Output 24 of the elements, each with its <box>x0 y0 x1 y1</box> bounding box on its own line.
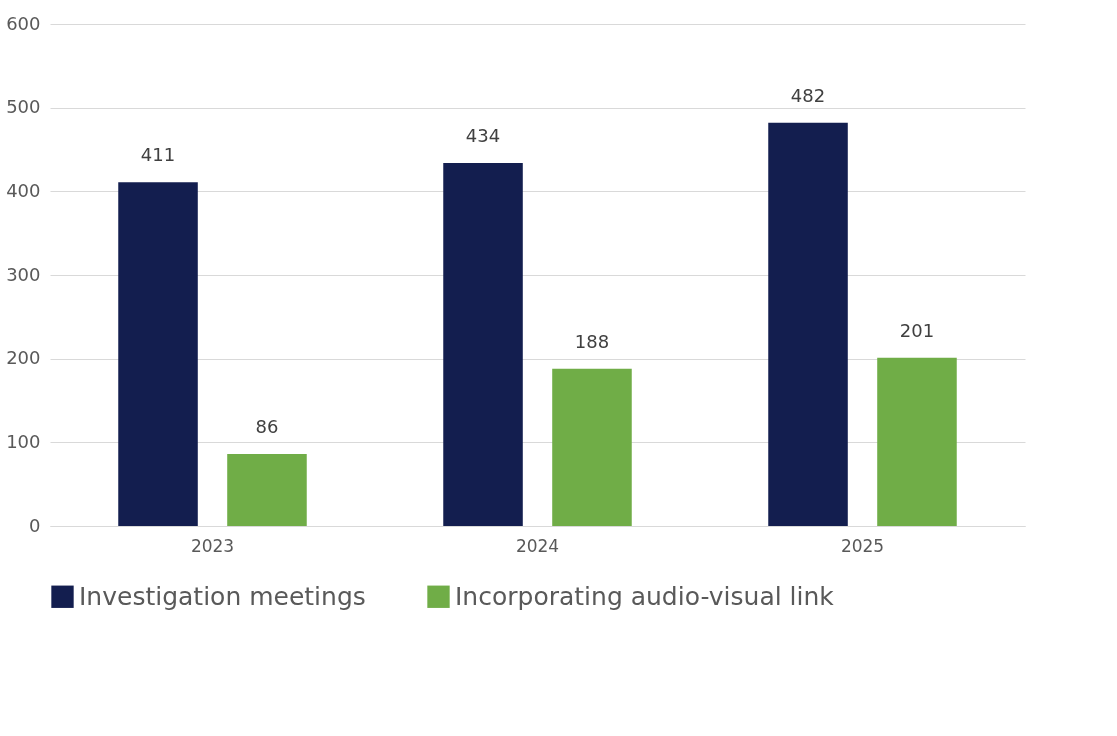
y-tick-label: 200 <box>6 347 41 369</box>
x-tick-label: 2023 <box>190 535 235 556</box>
legend-label: Investigation meetings <box>79 581 366 611</box>
bar <box>768 122 848 526</box>
data-label: 411 <box>140 144 176 166</box>
data-label: 201 <box>899 319 935 341</box>
x-tick-label: 2024 <box>515 535 560 556</box>
y-tick-label: 0 <box>29 514 41 536</box>
bar <box>227 454 307 526</box>
bar <box>877 357 957 526</box>
y-tick-label: 600 <box>6 12 41 34</box>
legend-label: Incorporating audio-visual link <box>455 581 835 611</box>
y-tick-label: 400 <box>6 179 41 201</box>
bar <box>443 162 523 526</box>
bar <box>552 368 632 526</box>
data-label: 86 <box>255 416 279 438</box>
data-label: 434 <box>465 124 501 146</box>
y-tick-label: 300 <box>6 263 41 285</box>
data-label: 188 <box>574 330 610 352</box>
bar <box>118 182 198 526</box>
x-tick-label: 2025 <box>840 535 885 556</box>
y-tick-label: 500 <box>6 96 41 118</box>
y-tick-label: 100 <box>6 430 41 452</box>
data-label: 482 <box>790 84 826 106</box>
